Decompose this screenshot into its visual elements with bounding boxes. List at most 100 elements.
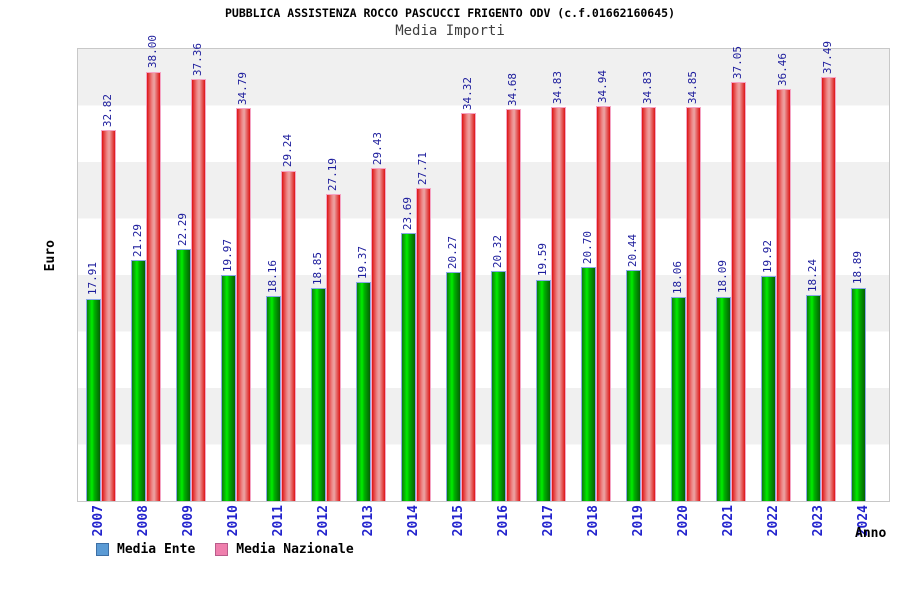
bar-media-nazionale-2011: [280, 170, 296, 501]
bar-media-ente-2008: [130, 260, 146, 501]
chart-subtitle: Media Importi: [395, 23, 505, 39]
bar-media-ente-2018: [581, 267, 597, 501]
value-label-media-nazionale-2018: 34.94: [596, 70, 610, 104]
bar-media-nazionale-2013: [370, 168, 386, 501]
value-label-media-ente-2007: 17.91: [85, 262, 99, 296]
x-tick-label-2017: 2017: [541, 505, 557, 537]
value-label-media-nazionale-2023: 37.49: [821, 41, 835, 75]
value-label-media-nazionale-2014: 27.71: [415, 151, 429, 185]
x-tick-label-2007: 2007: [90, 505, 106, 537]
x-tick-label-2023: 2023: [811, 505, 827, 537]
x-axis-title: Anno: [855, 526, 887, 541]
value-label-media-ente-2008: 21.29: [130, 224, 144, 258]
value-label-media-nazionale-2020: 34.85: [686, 71, 700, 105]
value-label-media-nazionale-2009: 37.36: [190, 42, 204, 76]
bar-media-ente-2021: [716, 296, 732, 501]
y-axis-title: Euro: [43, 240, 58, 272]
x-tick-label-2009: 2009: [180, 505, 196, 537]
bar-media-nazionale-2007: [100, 130, 116, 501]
value-label-media-nazionale-2013: 29.43: [370, 132, 384, 166]
value-label-media-ente-2012: 18.85: [310, 251, 324, 285]
value-label-media-nazionale-2016: 34.68: [506, 72, 520, 107]
bar-media-nazionale-2017: [551, 107, 567, 501]
x-tick-label-2015: 2015: [450, 505, 466, 537]
value-label-media-ente-2013: 19.37: [355, 245, 369, 280]
bar-media-nazionale-2015: [460, 113, 476, 501]
x-tick-label-2020: 2020: [676, 505, 692, 537]
bar-media-ente-2020: [671, 296, 687, 501]
bar-media-nazionale-2010: [235, 107, 251, 501]
value-label-media-ente-2016: 20.32: [491, 235, 505, 269]
bar-media-nazionale-2022: [776, 89, 792, 501]
bar-media-ente-2022: [761, 275, 777, 501]
bar-media-nazionale-2014: [415, 187, 431, 501]
value-label-media-ente-2015: 20.27: [445, 235, 459, 269]
bar-media-ente-2016: [491, 271, 507, 501]
x-tick-label-2013: 2013: [360, 505, 376, 537]
value-label-media-ente-2017: 19.59: [536, 243, 550, 277]
bar-media-nazionale-2009: [190, 78, 206, 501]
bar-media-ente-2014: [400, 233, 416, 501]
value-label-media-ente-2014: 23.69: [400, 197, 414, 231]
value-label-media-ente-2023: 18.24: [806, 258, 820, 292]
value-label-media-ente-2022: 19.92: [761, 239, 775, 273]
value-label-media-nazionale-2007: 32.82: [100, 93, 114, 128]
bar-media-ente-2010: [220, 275, 236, 501]
bar-media-ente-2007: [85, 298, 101, 501]
media-ente-swatch-icon: [96, 543, 109, 556]
x-tick-label-2014: 2014: [405, 505, 421, 537]
legend-item-media-nazionale: Media Nazionale: [215, 542, 354, 557]
value-label-media-nazionale-2015: 34.32: [460, 77, 474, 111]
bar-media-ente-2019: [626, 270, 642, 501]
value-label-media-nazionale-2021: 37.05: [731, 46, 745, 80]
bar-media-ente-2023: [806, 294, 822, 501]
bar-media-nazionale-2008: [145, 71, 161, 501]
x-tick-label-2016: 2016: [496, 505, 512, 537]
x-tick-label-2012: 2012: [315, 505, 331, 537]
x-tick-label-2022: 2022: [766, 505, 782, 537]
x-tick-label-2019: 2019: [631, 505, 647, 537]
value-label-media-ente-2010: 19.97: [220, 239, 234, 273]
bar-media-ente-2024: [851, 287, 867, 501]
bar-media-nazionale-2019: [641, 107, 657, 501]
value-label-media-nazionale-2012: 27.19: [325, 157, 339, 191]
chart-title: PUBBLICA ASSISTENZA ROCCO PASCUCCI FRIGE…: [224, 6, 676, 20]
x-tick-label-2021: 2021: [721, 505, 737, 537]
bar-media-ente-2015: [445, 271, 461, 501]
bar-media-ente-2017: [536, 279, 552, 501]
value-label-media-nazionale-2011: 29.24: [280, 134, 294, 168]
legend-label-media-ente: Media Ente: [117, 542, 196, 557]
x-tick-label-2010: 2010: [225, 505, 241, 537]
bar-media-ente-2009: [175, 249, 191, 501]
bar-media-nazionale-2023: [821, 77, 837, 501]
bar-media-nazionale-2012: [325, 193, 341, 501]
value-label-media-ente-2020: 18.06: [671, 260, 685, 294]
bar-media-ente-2013: [355, 282, 371, 501]
legend-item-media-ente: Media Ente: [96, 542, 195, 557]
value-label-media-nazionale-2010: 34.79: [235, 71, 249, 105]
bar-media-ente-2011: [265, 295, 281, 501]
bar-media-nazionale-2020: [686, 107, 702, 501]
x-tick-label-2008: 2008: [135, 505, 151, 537]
legend-label-media-nazionale: Media Nazionale: [236, 542, 354, 557]
value-label-media-ente-2009: 22.29: [175, 212, 189, 247]
value-label-media-ente-2018: 20.70: [581, 230, 595, 265]
value-label-media-nazionale-2019: 34.83: [641, 71, 655, 105]
legend: Media Ente Media Nazionale: [96, 542, 374, 557]
value-label-media-nazionale-2017: 34.83: [551, 71, 565, 105]
bar-media-ente-2012: [310, 288, 326, 501]
bar-media-nazionale-2018: [596, 106, 612, 501]
x-tick-label-2018: 2018: [586, 505, 602, 537]
value-label-media-ente-2011: 18.16: [265, 259, 279, 293]
bar-media-nazionale-2021: [731, 82, 747, 501]
value-label-media-nazionale-2008: 38.00: [145, 35, 159, 69]
value-label-media-ente-2024: 18.89: [851, 251, 865, 285]
value-label-media-ente-2019: 20.44: [626, 233, 640, 267]
value-label-media-ente-2021: 18.09: [716, 260, 730, 294]
media-nazionale-swatch-icon: [215, 543, 229, 556]
value-label-media-nazionale-2022: 36.46: [776, 52, 790, 86]
x-tick-label-2011: 2011: [270, 505, 286, 537]
plot-area: 17.91 32.82 21.29 38.00 22.29 37.36 19.97 34.79…: [77, 35, 890, 502]
bar-media-nazionale-2016: [506, 109, 522, 501]
